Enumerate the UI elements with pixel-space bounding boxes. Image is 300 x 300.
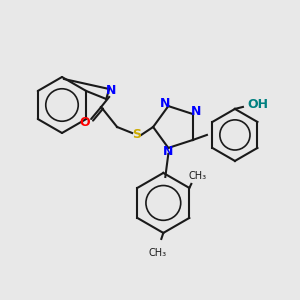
Text: N: N <box>191 105 201 118</box>
Text: CH₃: CH₃ <box>188 171 206 181</box>
Text: N: N <box>160 97 170 110</box>
Text: OH: OH <box>247 98 268 111</box>
Text: CH₃: CH₃ <box>148 248 166 258</box>
Text: O: O <box>80 116 90 130</box>
Text: S: S <box>133 128 142 142</box>
Text: N: N <box>163 146 173 158</box>
Text: N: N <box>106 85 116 98</box>
